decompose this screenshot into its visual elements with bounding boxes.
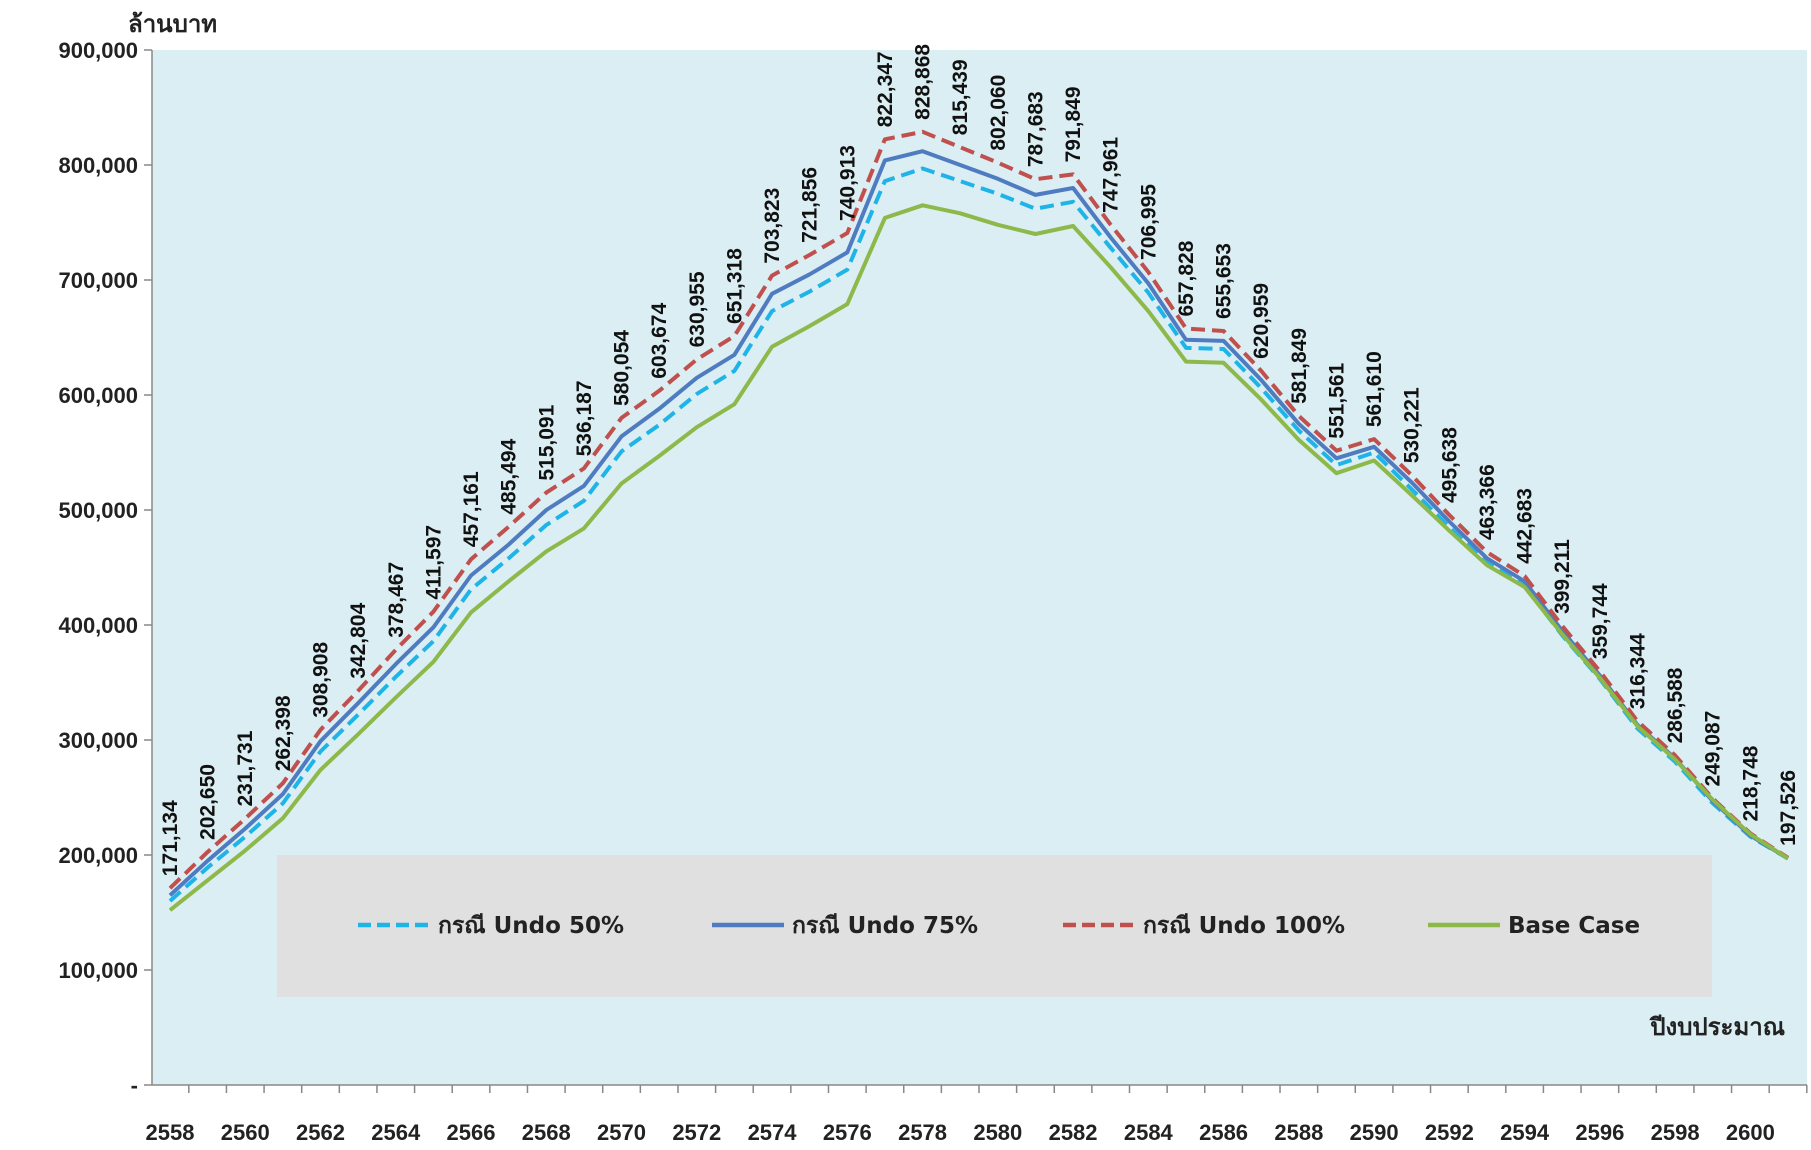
y-tick-label: 500,000 xyxy=(58,498,138,523)
legend-label: กรณี Undo 100% xyxy=(1143,913,1345,939)
data-label: 308,908 xyxy=(310,642,333,718)
data-label: 515,091 xyxy=(535,404,558,480)
data-label: 231,731 xyxy=(234,730,257,806)
x-tick-label: 2574 xyxy=(748,1120,798,1145)
series-line xyxy=(168,149,1790,897)
x-tick-label: 2584 xyxy=(1124,1120,1174,1145)
y-tick-label: 700,000 xyxy=(58,268,138,293)
x-tick-label: 2596 xyxy=(1575,1120,1624,1145)
x-axis-ticks: 2558 2560 2562 2564 2566 2568 2570 2572 2574 2576… xyxy=(146,1085,1808,1145)
data-label: 828,868 xyxy=(912,44,935,120)
data-label: 651,318 xyxy=(723,248,746,324)
x-tick-label: 2594 xyxy=(1500,1120,1550,1145)
data-label: 581,849 xyxy=(1288,328,1311,404)
data-label: 815,439 xyxy=(949,59,972,135)
x-tick-label: 2572 xyxy=(672,1120,721,1145)
data-label: 536,187 xyxy=(573,380,596,456)
x-tick-label: 2558 xyxy=(146,1120,195,1145)
data-label: 463,366 xyxy=(1476,464,1499,540)
series-lines xyxy=(168,129,1790,912)
data-label: 218,748 xyxy=(1739,745,1762,821)
data-label: 740,913 xyxy=(836,145,859,221)
x-tick-label: 2560 xyxy=(221,1120,270,1145)
data-label: 202,650 xyxy=(197,764,220,840)
y-tick-label: 200,000 xyxy=(58,843,138,868)
data-label: 603,674 xyxy=(648,303,671,379)
y-tick-label: 900,000 xyxy=(58,38,138,63)
x-tick-label: 2578 xyxy=(898,1120,947,1145)
data-label: 197,526 xyxy=(1777,770,1800,846)
data-label: 655,653 xyxy=(1213,243,1236,319)
series-line xyxy=(168,129,1790,890)
y-tick-label: 100,000 xyxy=(58,958,138,983)
x-tick-label: 2592 xyxy=(1425,1120,1474,1145)
data-label: 316,344 xyxy=(1626,633,1649,709)
data-label: 802,060 xyxy=(987,75,1010,151)
data-label: 721,856 xyxy=(799,167,822,243)
data-label: 286,588 xyxy=(1664,667,1687,743)
y-axis-title: ล้านบาท xyxy=(128,10,217,38)
data-label: 171,134 xyxy=(159,800,182,876)
x-tick-label: 2588 xyxy=(1274,1120,1323,1145)
data-label: 822,347 xyxy=(874,51,897,127)
data-label: 530,221 xyxy=(1401,387,1424,463)
x-axis-title: ปีงบประมาณ xyxy=(1649,1013,1785,1041)
data-label: 620,959 xyxy=(1250,283,1273,359)
x-tick-label: 2576 xyxy=(823,1120,872,1145)
x-tick-label: 2570 xyxy=(597,1120,646,1145)
data-label: 703,823 xyxy=(761,188,784,264)
data-label: 399,211 xyxy=(1551,539,1574,614)
y-tick-label: - xyxy=(131,1073,138,1098)
y-tick-label: 600,000 xyxy=(58,383,138,408)
y-tick-label: 300,000 xyxy=(58,728,138,753)
data-label: 378,467 xyxy=(385,562,408,638)
data-label: 442,683 xyxy=(1514,488,1537,564)
x-tick-label: 2568 xyxy=(522,1120,571,1145)
data-label: 485,494 xyxy=(498,438,521,514)
data-label: 359,744 xyxy=(1589,583,1612,659)
x-tick-label: 2582 xyxy=(1049,1120,1098,1145)
data-labels: 171,134 202,650 231,731 262,398 308,908 342,8… xyxy=(159,44,1800,877)
data-label: 411,597 xyxy=(422,525,445,600)
x-tick-label: 2598 xyxy=(1651,1120,1700,1145)
data-label: 249,087 xyxy=(1702,711,1725,787)
data-label: 747,961 xyxy=(1100,137,1123,213)
y-tick-label: 800,000 xyxy=(58,153,138,178)
data-label: 706,995 xyxy=(1137,184,1160,260)
data-label: 551,561 xyxy=(1325,362,1348,438)
data-label: 561,610 xyxy=(1363,351,1386,427)
x-tick-label: 2600 xyxy=(1726,1120,1775,1145)
data-label: 787,683 xyxy=(1024,91,1047,167)
x-tick-label: 2566 xyxy=(447,1120,496,1145)
legend-label: Base Case xyxy=(1508,913,1640,939)
data-label: 791,849 xyxy=(1062,86,1085,162)
data-label: 342,804 xyxy=(347,603,370,679)
data-label: 630,955 xyxy=(686,271,709,347)
x-tick-label: 2580 xyxy=(973,1120,1022,1145)
x-tick-label: 2590 xyxy=(1350,1120,1399,1145)
data-label: 580,054 xyxy=(611,330,634,406)
legend-label: กรณี Undo 75% xyxy=(792,913,978,939)
y-axis-ticks: - 100,000 200,000 300,000 400,000 500,000 600,… xyxy=(58,38,152,1098)
data-label: 495,638 xyxy=(1438,427,1461,503)
data-label: 657,828 xyxy=(1175,240,1198,316)
data-label: 457,161 xyxy=(460,471,483,547)
x-tick-label: 2564 xyxy=(371,1120,421,1145)
legend-label: กรณี Undo 50% xyxy=(438,913,624,939)
x-tick-label: 2562 xyxy=(296,1120,345,1145)
legend: กรณี Undo 50% กรณี Undo 75% กรณี Undo 100%… xyxy=(277,855,1712,997)
data-label: 262,398 xyxy=(272,695,295,771)
x-tick-label: 2586 xyxy=(1199,1120,1248,1145)
y-tick-label: 400,000 xyxy=(58,613,138,638)
series-line xyxy=(168,203,1790,912)
